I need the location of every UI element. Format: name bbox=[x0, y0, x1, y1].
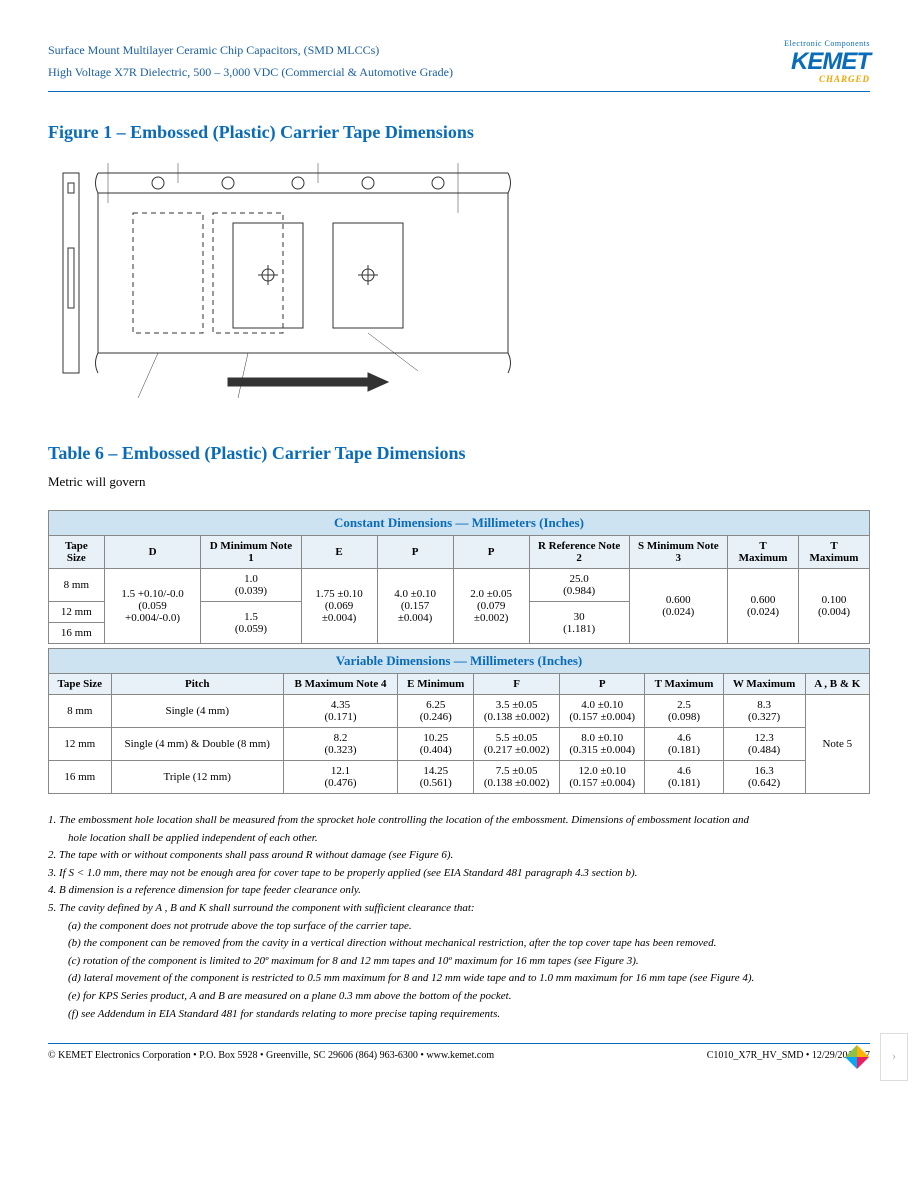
corner-logo-icon bbox=[842, 1042, 872, 1072]
col-h: T Maximum bbox=[645, 674, 723, 695]
col-h: E Minimum bbox=[398, 674, 474, 695]
cell: 16.3(0.642) bbox=[723, 761, 805, 794]
col-h: D bbox=[104, 536, 201, 569]
note-5c: (c) rotation of the component is limited… bbox=[48, 953, 870, 971]
cell: 4.6(0.181) bbox=[645, 761, 723, 794]
cell: 1.75 ±0.10(0.069 ±0.004) bbox=[301, 569, 377, 644]
page-corner-nav: › bbox=[842, 1033, 908, 1081]
cell: 10.25(0.404) bbox=[398, 728, 474, 761]
cell: 0.100(0.004) bbox=[798, 569, 869, 644]
col-h: T Maximum bbox=[798, 536, 869, 569]
footnotes: 1. The embossment hole location shall be… bbox=[48, 812, 870, 1023]
col-h: B Maximum Note 4 bbox=[283, 674, 397, 695]
figure1-title: Figure 1 – Embossed (Plastic) Carrier Ta… bbox=[48, 122, 870, 143]
cell: 12.3(0.484) bbox=[723, 728, 805, 761]
note-3: 3. If S < 1.0 mm, there may not be enoug… bbox=[48, 865, 870, 883]
col-h: T Maximum bbox=[728, 536, 799, 569]
note-5f: (f) see Addendum in EIA Standard 481 for… bbox=[48, 1006, 870, 1024]
page-header: Surface Mount Multilayer Ceramic Chip Ca… bbox=[48, 40, 870, 92]
variable-dimensions-table: Variable Dimensions — Millimeters (Inche… bbox=[48, 648, 870, 794]
cell: 14.25(0.561) bbox=[398, 761, 474, 794]
cell: 30(1.181) bbox=[529, 602, 629, 644]
col-h: Tape Size bbox=[49, 536, 105, 569]
page-footer: © KEMET Electronics Corporation • P.O. B… bbox=[48, 1043, 870, 1061]
next-page-button[interactable]: › bbox=[880, 1033, 908, 1081]
cell: 4.0 ±0.10(0.157 ±0.004) bbox=[559, 695, 645, 728]
cell: Triple (12 mm) bbox=[111, 761, 283, 794]
col-h: D Minimum Note 1 bbox=[201, 536, 301, 569]
cell: 8.0 ±0.10(0.315 ±0.004) bbox=[559, 728, 645, 761]
col-h: R Reference Note 2 bbox=[529, 536, 629, 569]
cell: 0.600(0.024) bbox=[629, 569, 727, 644]
cell: 7.5 ±0.05(0.138 ±0.002) bbox=[474, 761, 560, 794]
col-h: F bbox=[474, 674, 560, 695]
cell: 12 mm bbox=[49, 728, 112, 761]
col-h: A , B & K bbox=[805, 674, 869, 695]
cell: 12.1(0.476) bbox=[283, 761, 397, 794]
cell: Single (4 mm) bbox=[111, 695, 283, 728]
note-5b: (b) the component can be removed from th… bbox=[48, 935, 870, 953]
cell: 1.0(0.039) bbox=[201, 569, 301, 602]
header-line2: High Voltage X7R Dielectric, 500 – 3,000… bbox=[48, 62, 453, 84]
cell: 12.0 ±0.10(0.157 ±0.004) bbox=[559, 761, 645, 794]
var-header: Variable Dimensions — Millimeters (Inche… bbox=[49, 649, 870, 674]
note-5e: (e) for KPS Series product, A and B are … bbox=[48, 988, 870, 1006]
cell: 1.5(0.059) bbox=[201, 602, 301, 644]
carrier-tape-diagram bbox=[48, 153, 518, 403]
cell: 16 mm bbox=[49, 761, 112, 794]
table6-title: Table 6 – Embossed (Plastic) Carrier Tap… bbox=[48, 443, 870, 464]
cell: 8 mm bbox=[49, 569, 105, 602]
cell: Single (4 mm) & Double (8 mm) bbox=[111, 728, 283, 761]
cell: 4.0 ±0.10(0.157 ±0.004) bbox=[377, 569, 453, 644]
cell: 0.600(0.024) bbox=[728, 569, 799, 644]
cell: 5.5 ±0.05(0.217 ±0.002) bbox=[474, 728, 560, 761]
header-titles: Surface Mount Multilayer Ceramic Chip Ca… bbox=[48, 40, 453, 83]
cell: Note 5 bbox=[805, 695, 869, 794]
cell: 8 mm bbox=[49, 695, 112, 728]
cell: 2.0 ±0.05(0.079 ±0.002) bbox=[453, 569, 529, 644]
table6-subnote: Metric will govern bbox=[48, 474, 870, 490]
cell: 8.3(0.327) bbox=[723, 695, 805, 728]
col-h: S Minimum Note 3 bbox=[629, 536, 727, 569]
cell: 12 mm bbox=[49, 602, 105, 623]
cell: 16 mm bbox=[49, 623, 105, 644]
col-h: Pitch bbox=[111, 674, 283, 695]
col-h: P bbox=[559, 674, 645, 695]
cell: 3.5 ±0.05(0.138 ±0.002) bbox=[474, 695, 560, 728]
cell: 1.5 +0.10/-0.0(0.059 +0.004/-0.0) bbox=[104, 569, 201, 644]
cell: 6.25(0.246) bbox=[398, 695, 474, 728]
note-5: 5. The cavity defined by A , B and K sha… bbox=[48, 900, 870, 918]
col-h: P bbox=[377, 536, 453, 569]
logo-charged: CHARGED bbox=[784, 75, 870, 85]
cell: 2.5(0.098) bbox=[645, 695, 723, 728]
col-h: W Maximum bbox=[723, 674, 805, 695]
col-h: Tape Size bbox=[49, 674, 112, 695]
cell: 4.35(0.171) bbox=[283, 695, 397, 728]
note-5a: (a) the component does not protrude abov… bbox=[48, 918, 870, 936]
col-h: E bbox=[301, 536, 377, 569]
note-5d: (d) lateral movement of the component is… bbox=[48, 970, 870, 988]
cell: 4.6(0.181) bbox=[645, 728, 723, 761]
const-header: Constant Dimensions — Millimeters (Inche… bbox=[49, 511, 870, 536]
note-2: 2. The tape with or without components s… bbox=[48, 847, 870, 865]
header-line1: Surface Mount Multilayer Ceramic Chip Ca… bbox=[48, 40, 453, 62]
note-1b: hole location shall be applied independe… bbox=[48, 830, 870, 848]
note-4: 4. B dimension is a reference dimension … bbox=[48, 882, 870, 900]
logo-text: KEMET bbox=[784, 49, 870, 75]
footer-left: © KEMET Electronics Corporation • P.O. B… bbox=[48, 1050, 494, 1061]
note-1: 1. The embossment hole location shall be… bbox=[48, 812, 870, 830]
cell: 8.2(0.323) bbox=[283, 728, 397, 761]
constant-dimensions-table: Constant Dimensions — Millimeters (Inche… bbox=[48, 510, 870, 644]
kemet-logo: Electronic Components KEMET CHARGED bbox=[784, 40, 870, 85]
col-h: P bbox=[453, 536, 529, 569]
cell: 25.0(0.984) bbox=[529, 569, 629, 602]
